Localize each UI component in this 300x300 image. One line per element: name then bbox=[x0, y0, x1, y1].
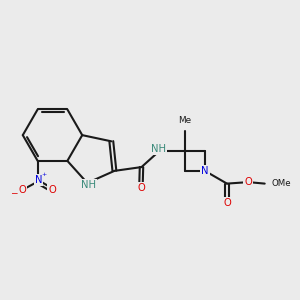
Text: N: N bbox=[35, 176, 42, 185]
Text: O: O bbox=[137, 183, 145, 193]
Text: −: − bbox=[10, 188, 18, 197]
Text: NH: NH bbox=[151, 144, 166, 154]
Text: O: O bbox=[244, 177, 252, 187]
Text: NH: NH bbox=[81, 180, 96, 190]
Text: O: O bbox=[18, 185, 26, 195]
Text: O: O bbox=[48, 185, 56, 195]
Text: O: O bbox=[223, 198, 231, 208]
Text: Me: Me bbox=[178, 116, 191, 125]
Text: OMe: OMe bbox=[271, 179, 291, 188]
Text: +: + bbox=[42, 172, 47, 177]
Text: N: N bbox=[201, 166, 209, 176]
